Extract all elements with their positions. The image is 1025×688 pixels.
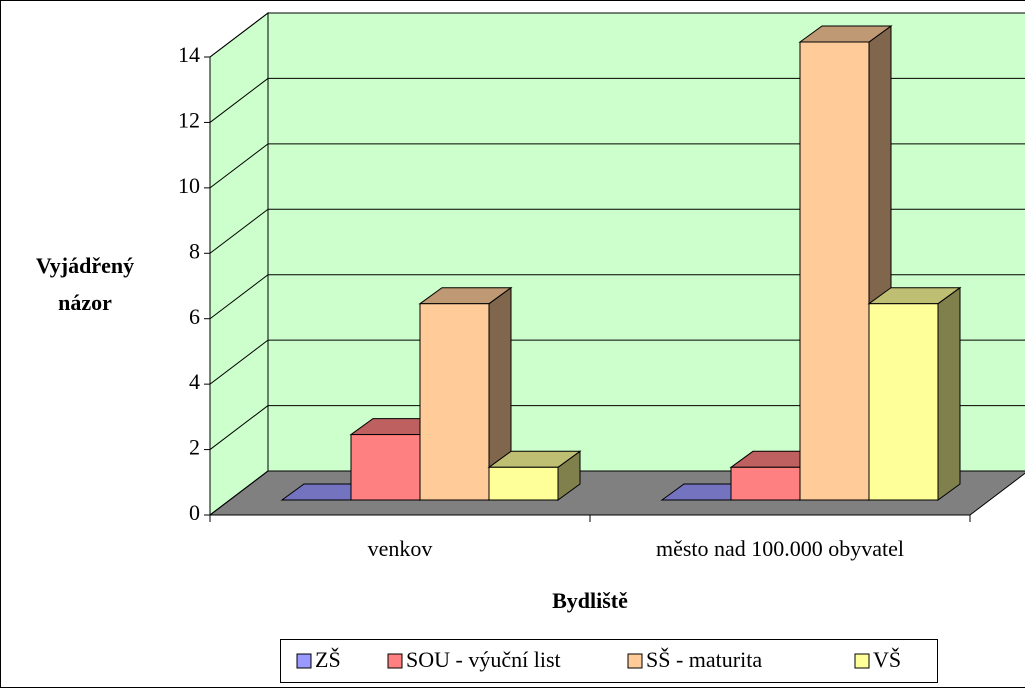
bar-front [419, 303, 490, 501]
grid-line [209, 470, 269, 516]
legend-swatch [387, 653, 403, 669]
y-tick-label: 6 [189, 304, 200, 329]
bar-front [799, 41, 870, 501]
plot-area [204, 11, 1025, 522]
grid-line [209, 78, 269, 123]
y-tick-label: 0 [189, 500, 200, 525]
grid-line [209, 405, 269, 450]
legend-swatch [854, 653, 870, 669]
grid-line [209, 12, 269, 58]
x-tick-label: město nad 100.000 obyvatel [656, 536, 904, 561]
y-tick-label: 2 [189, 435, 200, 460]
legend [280, 639, 938, 683]
side-wall [209, 11, 269, 517]
bar-front [868, 303, 939, 501]
x-tick-label: venkov [368, 536, 433, 561]
bar-side [937, 286, 961, 501]
grid-line [209, 143, 269, 189]
y-tick-label: 8 [189, 238, 200, 263]
y-tick-label: 12 [178, 107, 200, 132]
grid-line [209, 208, 269, 254]
y-axis-label: Vyjádřený [36, 253, 134, 278]
bar-front [488, 466, 559, 501]
legend-label: ZŠ [315, 647, 341, 672]
bar [487, 450, 582, 501]
legend-label: SOU - výuční list [406, 647, 561, 672]
x-axis-label: Bydliště [552, 588, 628, 613]
y-tick-label: 14 [178, 42, 200, 67]
y-tick-label: 10 [178, 173, 200, 198]
legend-swatch [627, 653, 643, 669]
bar [867, 286, 962, 501]
bar [349, 417, 444, 501]
legend-swatch [296, 653, 312, 669]
bar [418, 286, 513, 501]
y-tick-label: 4 [189, 369, 200, 394]
grid-line [209, 274, 269, 320]
y-axis-label: názor [58, 290, 112, 315]
grid-line [209, 339, 269, 385]
bar-front [730, 466, 801, 501]
legend-label: SŠ - maturita [646, 647, 762, 672]
legend-label: VŠ [873, 647, 901, 672]
bar-front [350, 434, 421, 501]
